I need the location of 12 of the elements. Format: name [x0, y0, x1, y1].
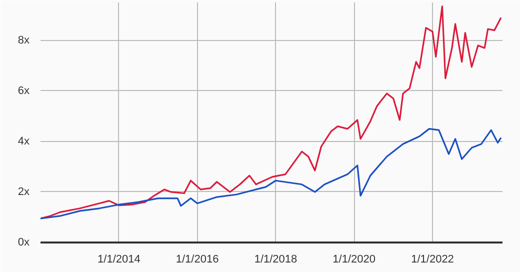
line-series — [40, 5, 502, 220]
x-tick-label: 1/1/2018 — [254, 254, 298, 266]
line-series — [40, 128, 502, 220]
x-tick-label: 1/1/2014 — [98, 254, 140, 266]
x-tick-label: 1/1/2016 — [176, 254, 219, 266]
x-tick-label: 1/1/2022 — [411, 254, 454, 266]
y-tick-label: 8x — [18, 34, 30, 46]
y-tick-label: 6x — [18, 84, 30, 97]
y-tick-label: 4x — [18, 135, 30, 148]
y-tick-label: 2x — [18, 186, 30, 198]
x-tick-label: 1/1/2020 — [332, 254, 376, 266]
y-tick-label: 0x — [18, 236, 30, 248]
